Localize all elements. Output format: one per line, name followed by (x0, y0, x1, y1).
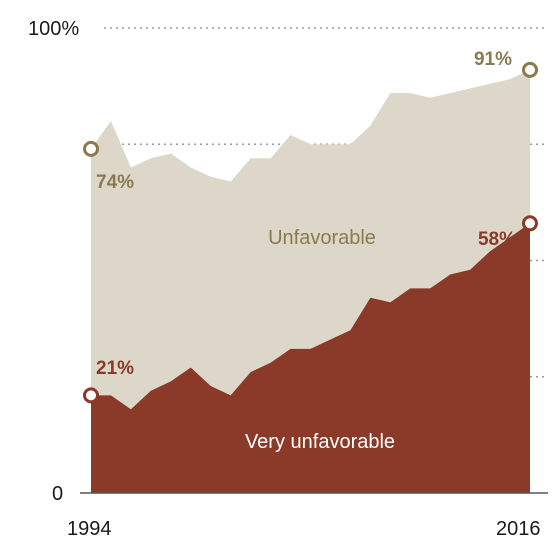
marker-very-unfavorable-start (83, 387, 99, 404)
marker-unfavorable-start (83, 140, 99, 157)
label-very-unfavorable-start: 21% (96, 358, 134, 379)
label-unfavorable-end: 91% (474, 49, 512, 70)
x-tick-label-start: 1994 (67, 518, 112, 540)
chart-areas (91, 69, 530, 494)
x-tick-label-end: 2016 (496, 518, 541, 540)
end-markers (83, 61, 538, 404)
area-very-unfavorable (91, 223, 530, 494)
area-label-very-unfavorable: Very unfavorable (245, 431, 395, 453)
marker-very-unfavorable-end (522, 215, 538, 232)
y-tick-label-0: 0 (52, 483, 63, 505)
marker-unfavorable-end (522, 61, 538, 78)
label-unfavorable-start: 74% (96, 172, 134, 193)
area-label-unfavorable: Unfavorable (268, 227, 376, 249)
label-very-unfavorable-end: 58% (478, 229, 516, 250)
y-tick-label-100: 100% (28, 18, 79, 40)
value-labels: 74% 91% 21% 58% Unfavorable Very unfavorable (96, 49, 516, 453)
